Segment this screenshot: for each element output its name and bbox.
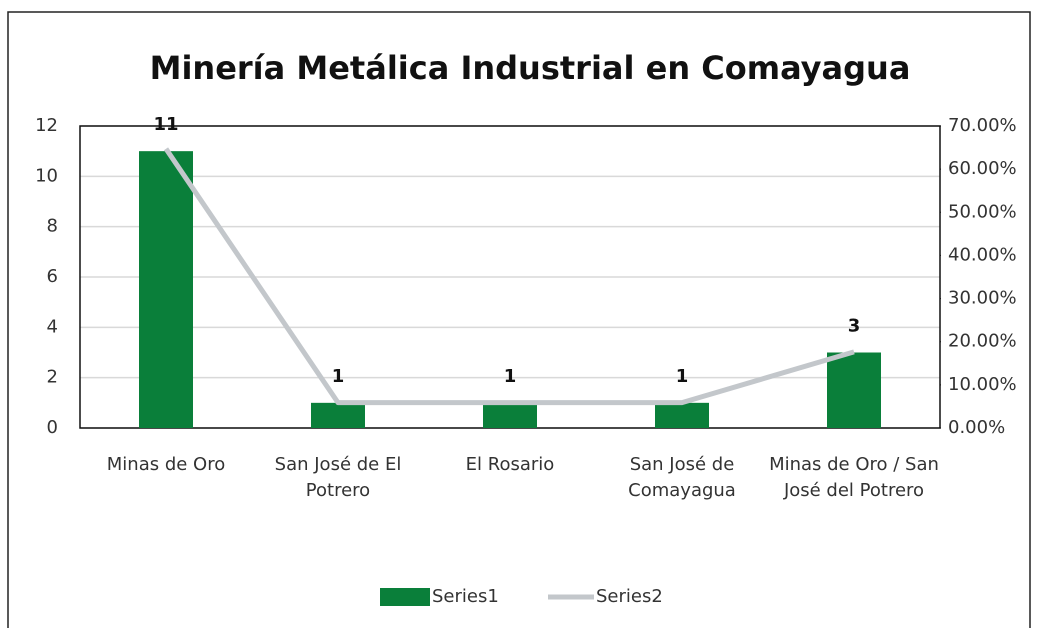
y2-tick-label: 70.00% <box>948 115 1017 136</box>
y-tick-label: 0 <box>47 417 58 438</box>
x-tick-label: Minas de Oro <box>106 454 226 475</box>
data-label: 1 <box>504 366 517 387</box>
y-tick-label: 8 <box>47 216 58 237</box>
y2-tick-label: 60.00% <box>948 158 1017 179</box>
bar <box>655 402 709 428</box>
x-tick-label: San José de El Potrero <box>274 454 402 501</box>
y-tick-label: 4 <box>47 316 58 337</box>
y2-tick-label: 40.00% <box>948 244 1017 265</box>
frame <box>7 11 1031 628</box>
x-tick-label: San José de Comayagua <box>628 454 736 501</box>
legend-swatch <box>380 588 430 606</box>
y-tick-label: 10 <box>35 165 58 186</box>
data-label: 11 <box>153 114 178 135</box>
y2-tick-label: 10.00% <box>948 374 1017 395</box>
bar <box>139 151 193 428</box>
y-tick-label: 6 <box>47 266 58 287</box>
y2-tick-label: 50.00% <box>948 201 1017 222</box>
bar <box>311 402 365 428</box>
data-label: 1 <box>332 366 345 387</box>
y2-tick-label: 30.00% <box>948 288 1017 309</box>
data-label: 1 <box>676 366 689 387</box>
y2-tick-label: 20.00% <box>948 331 1017 352</box>
chart-title: Minería Metálica Industrial en Comayagua <box>150 49 911 87</box>
legend-label: Series1 <box>432 586 499 607</box>
x-tick-label: El Rosario <box>465 454 555 475</box>
legend-label: Series2 <box>596 586 663 607</box>
y-tick-label: 2 <box>47 367 58 388</box>
y-tick-label: 12 <box>35 115 58 136</box>
y2-tick-label: 0.00% <box>948 417 1005 438</box>
data-label: 3 <box>848 316 861 337</box>
bar <box>827 352 881 428</box>
line <box>163 147 855 406</box>
bar <box>483 402 537 428</box>
x-tick-label: Minas de Oro / San José del Potrero <box>769 454 939 501</box>
